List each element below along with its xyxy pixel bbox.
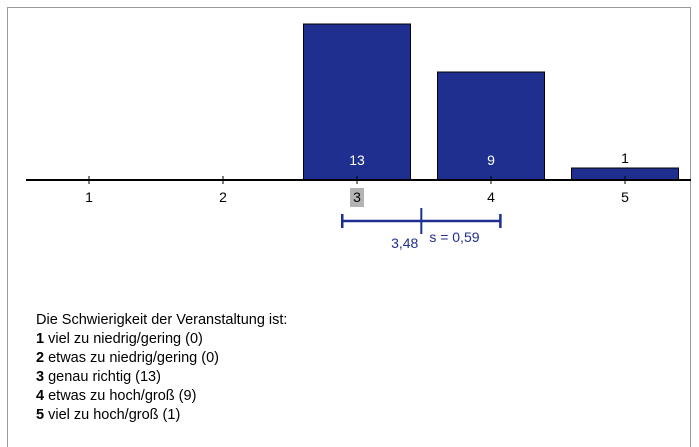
- x-tick-label: 1: [85, 189, 93, 205]
- x-tick-label: 2: [219, 189, 227, 205]
- legend-item: 3 genau richtig (13): [36, 368, 287, 387]
- legend-item: 1 viel zu niedrig/gering (0): [36, 330, 287, 349]
- legend-question: Die Schwierigkeit der Veranstaltung ist:: [36, 312, 288, 328]
- tick-label-highlight: [350, 188, 364, 207]
- legend-item-number: 1: [36, 331, 45, 347]
- legend-item-text: etwas zu hoch/groß (9): [48, 388, 197, 404]
- sd-label: s = 0,59: [429, 229, 479, 245]
- legend-item-number: 5: [36, 407, 45, 423]
- chart-frame: [7, 7, 691, 447]
- x-tick-label: 5: [621, 189, 629, 205]
- bar: [437, 71, 545, 181]
- x-tick-label: 4: [487, 189, 495, 205]
- legend-item: 5 viel zu hoch/groß (1): [36, 406, 287, 425]
- legend-item-text: viel zu niedrig/gering (0): [48, 331, 203, 347]
- mean-label: 3,48: [391, 235, 418, 251]
- legend-item-number: 2: [36, 350, 45, 366]
- legend-item-number: 3: [36, 369, 45, 385]
- legend: Die Schwierigkeit der Veranstaltung ist:…: [36, 311, 287, 425]
- legend-item-text: viel zu hoch/groß (1): [48, 407, 181, 423]
- legend-item: 2 etwas zu niedrig/gering (0): [36, 349, 287, 368]
- legend-item: 4 etwas zu hoch/groß (9): [36, 387, 287, 406]
- bar-chart: 13 9 1 1 2 3 4 5 3,48 s = 0,59: [26, 23, 691, 251]
- legend-item-text: genau richtig (13): [48, 369, 161, 385]
- legend-item-text: etwas zu niedrig/gering (0): [48, 350, 219, 366]
- x-tick-label: 3: [353, 189, 361, 205]
- bar-value-label: 13: [349, 152, 365, 168]
- bar-value-label: 9: [487, 152, 495, 168]
- bar-value-label: 1: [621, 150, 629, 166]
- legend-item-number: 4: [36, 388, 45, 404]
